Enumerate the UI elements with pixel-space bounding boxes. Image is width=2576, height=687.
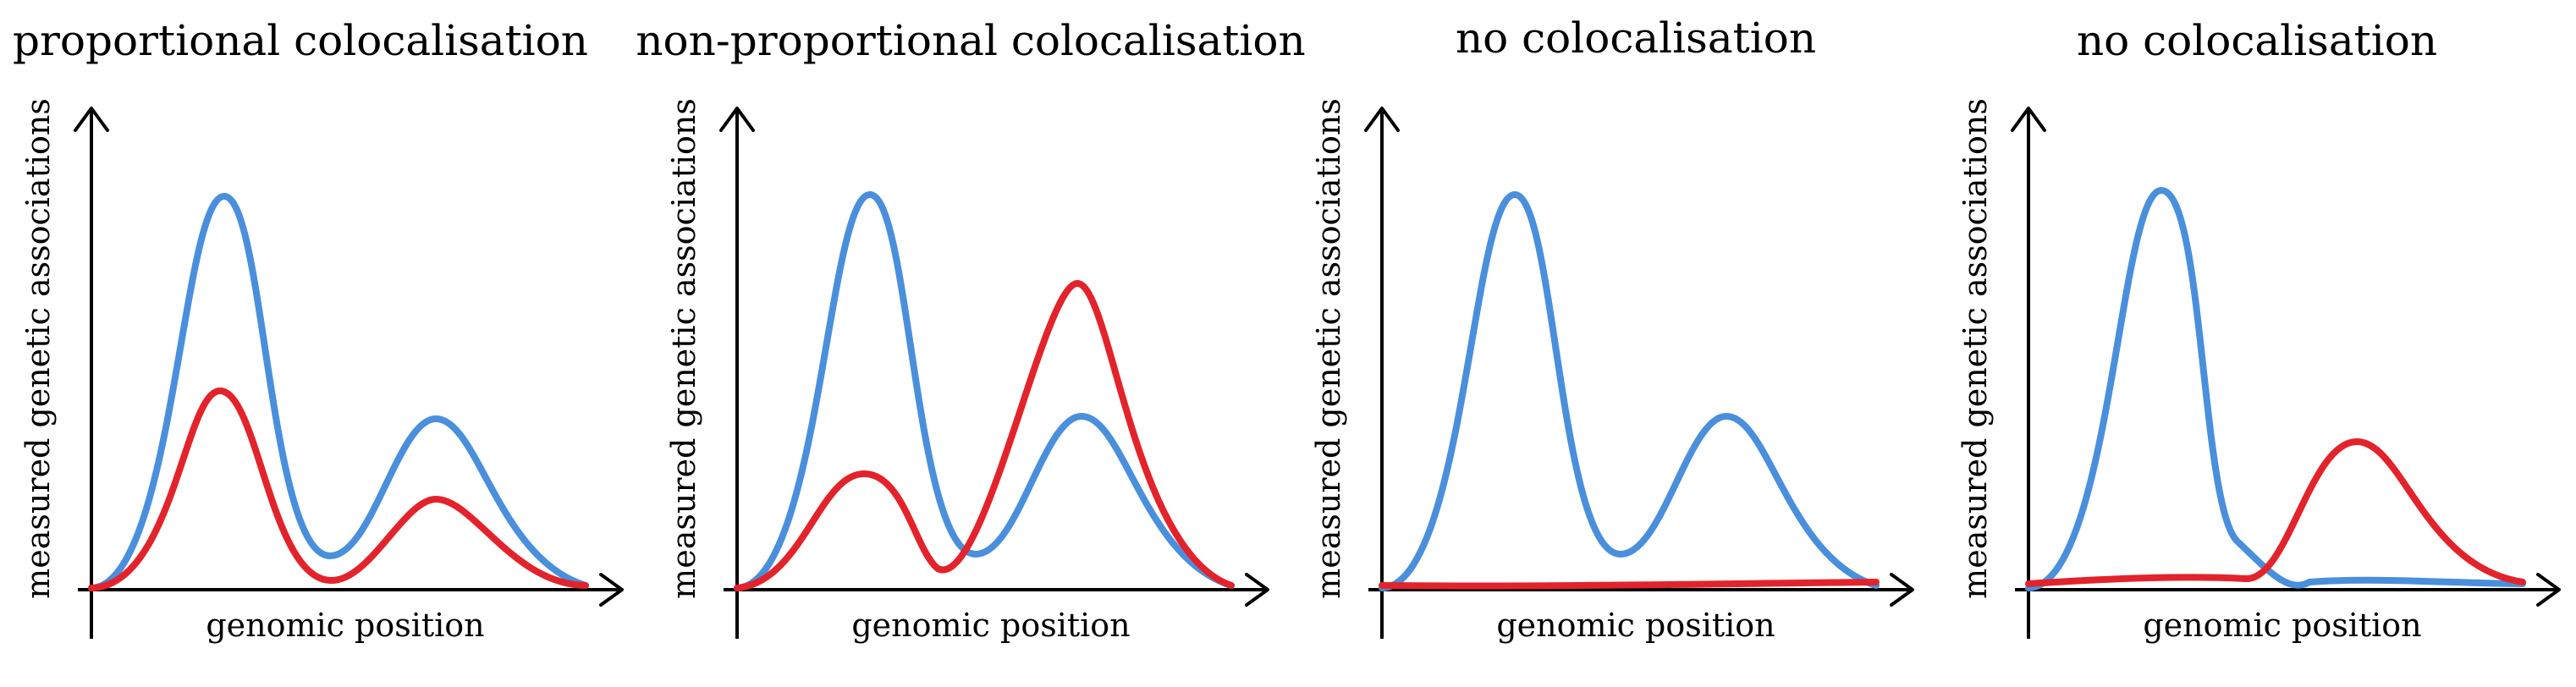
y-axis-arrow [1364,107,1400,132]
panel-proportional: proportional colocalisation measured gen… [13,16,624,644]
y-axis-arrow [2011,107,2046,132]
x-axis-label: genomic position [206,607,484,644]
blue-association-curve [734,191,1235,591]
blue-association-curve [1379,191,1880,591]
y-axis-label: measured genetic associations [1957,98,1994,599]
panel-no-colocalisation-flat: no colocalisation measured genetic assoc… [1310,14,1914,644]
panel-title: non-proportional colocalisation [636,16,1305,65]
x-axis-label: genomic position [2143,607,2421,644]
panel-title: no colocalisation [1456,14,1816,63]
red-association-curve [2025,438,2526,587]
panel-non-proportional: non-proportional colocalisation measured… [636,16,1305,644]
panel-no-colocalisation-shifted: no colocalisation measured genetic assoc… [1957,16,2561,644]
red-association-curve [88,387,589,591]
y-axis-label: measured genetic associations [665,98,702,599]
red-association-curve [734,280,1235,591]
red-association-curve [1379,579,1880,590]
x-axis-arrow [1890,573,1914,607]
y-axis-label: measured genetic associations [19,98,57,599]
x-axis-arrow [1245,573,1269,607]
blue-association-curve [88,193,589,591]
y-axis-label: measured genetic associations [1310,98,1347,599]
x-axis-arrow [599,573,624,607]
blue-association-curve [2025,187,2526,591]
x-axis-arrow [2536,573,2561,607]
x-axis-label: genomic position [851,607,1130,644]
panel-title: proportional colocalisation [13,16,588,65]
panel-title: no colocalisation [2077,16,2437,65]
y-axis-arrow [74,107,109,132]
y-axis-arrow [719,107,755,132]
x-axis-label: genomic position [1496,607,1775,644]
